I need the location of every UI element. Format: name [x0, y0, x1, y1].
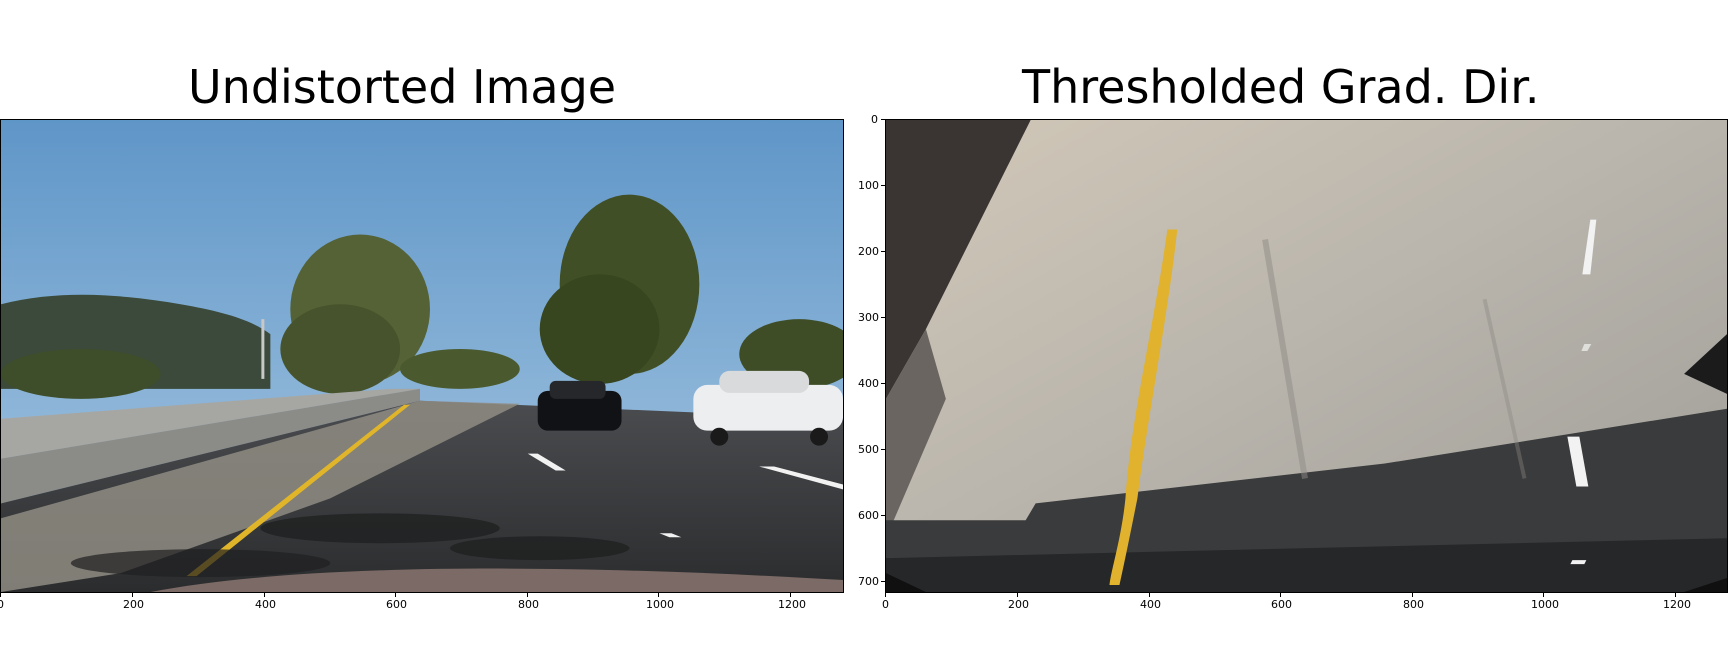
right-y-tick-label: 500	[858, 443, 879, 456]
left-panel-title: Undistorted Image	[188, 60, 617, 114]
right-y-tick-label: 400	[858, 377, 879, 390]
right-x-tick-label: 400	[1140, 598, 1161, 611]
right-x-tick-label: 800	[1403, 598, 1424, 611]
left-x-tick-label: 1200	[778, 598, 806, 611]
right-x-tick-label: 0	[882, 598, 889, 611]
left-x-tick-label: 1000	[646, 598, 674, 611]
right-y-tick-label: 100	[858, 179, 879, 192]
right-x-tick-label: 1000	[1531, 598, 1559, 611]
right-y-tick-label: 200	[858, 245, 879, 258]
undistorted-road-image	[0, 119, 844, 593]
left-x-tick-label: 600	[386, 598, 407, 611]
right-x-tick-label: 600	[1271, 598, 1292, 611]
right-y-tick-label: 700	[858, 575, 879, 588]
right-y-tick-label: 600	[858, 509, 879, 522]
right-x-tick-label: 200	[1008, 598, 1029, 611]
left-x-tick-label: 400	[255, 598, 276, 611]
left-x-tick-label: 800	[518, 598, 539, 611]
right-x-tick-label: 1200	[1663, 598, 1691, 611]
left-x-tick-label: 200	[123, 598, 144, 611]
thresholded-grad-dir-image	[885, 119, 1728, 593]
right-panel-title: Thresholded Grad. Dir.	[1022, 60, 1540, 114]
right-y-tick-label: 0	[871, 113, 878, 126]
left-x-tick-label: 0	[0, 598, 4, 611]
right-y-tick-label: 300	[858, 311, 879, 324]
